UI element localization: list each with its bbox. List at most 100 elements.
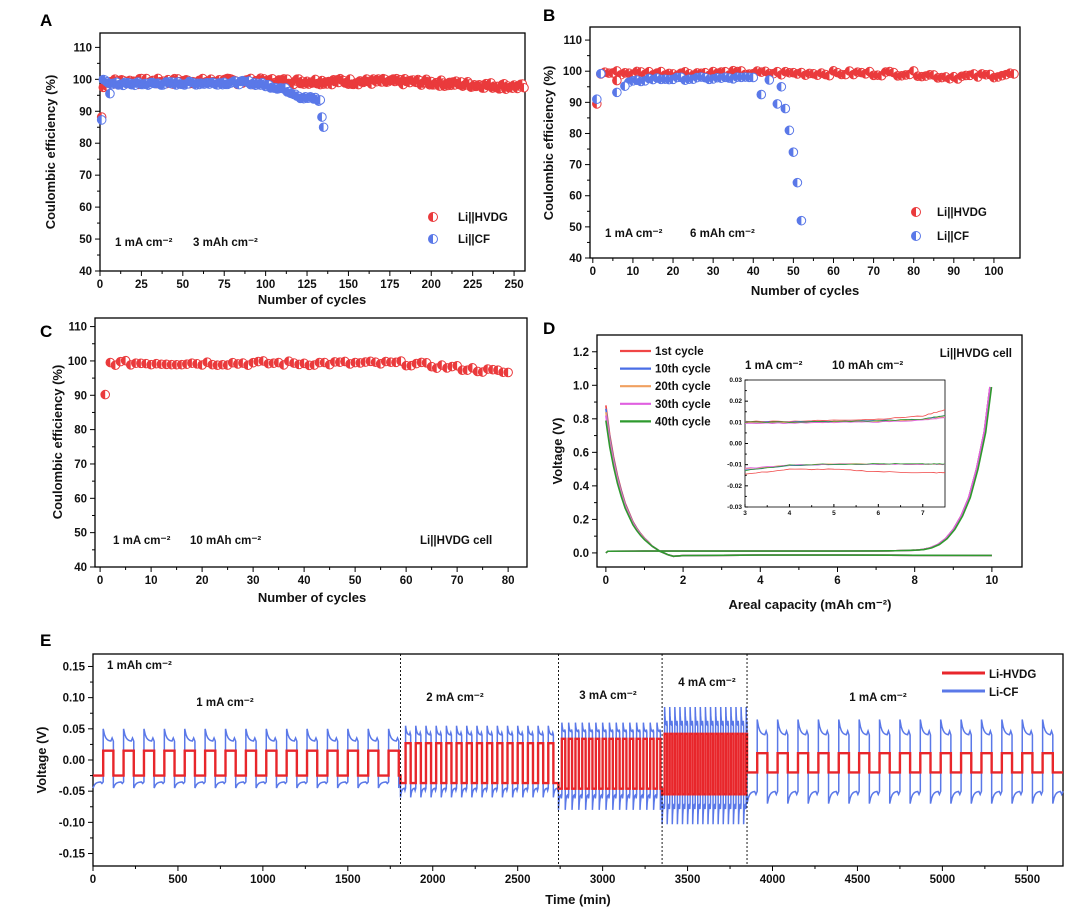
marker-fill xyxy=(789,68,794,77)
segment-label: 4 mA cm⁻² xyxy=(678,677,736,689)
marker-fill xyxy=(432,363,437,373)
x-tick-label: 20 xyxy=(196,575,209,587)
marker-fill xyxy=(632,75,637,85)
marker-fill xyxy=(668,75,674,84)
marker-fill xyxy=(1001,70,1006,79)
marker-fill xyxy=(760,66,766,76)
x-axis-title: Number of cycles xyxy=(258,590,366,605)
data-point xyxy=(428,234,438,244)
legend-label: Li||CF xyxy=(458,234,490,246)
y-tick-label: 80 xyxy=(569,128,582,140)
y-tick-label: 0.6 xyxy=(573,447,589,459)
marker-fill xyxy=(911,231,916,241)
marker-fill xyxy=(889,68,894,77)
y-tick-label: 40 xyxy=(569,253,582,265)
marker-fill xyxy=(961,71,966,80)
plot-frame xyxy=(596,334,1023,568)
annotation-capacity: 10 mAh cm⁻² xyxy=(832,360,903,372)
marker-fill xyxy=(989,73,994,82)
x-tick-label: 90 xyxy=(947,266,960,278)
data-point xyxy=(299,358,309,369)
marker-fill xyxy=(317,112,322,122)
marker-fill xyxy=(805,69,810,78)
marker-fill xyxy=(136,359,141,368)
marker-fill xyxy=(428,234,433,244)
legend-label: Li||HVDG xyxy=(458,212,508,224)
marker-fill xyxy=(748,73,754,82)
y-tick-label: -0.15 xyxy=(59,849,86,861)
marker-fill xyxy=(873,70,878,80)
marker-fill xyxy=(248,358,254,367)
marker-fill xyxy=(310,360,315,370)
marker-fill xyxy=(304,361,310,370)
marker-fill xyxy=(636,67,641,77)
y-tick-label: 0.02 xyxy=(729,398,742,405)
marker-fill xyxy=(345,359,351,369)
x-tick-label: 6 xyxy=(834,575,840,587)
marker-fill xyxy=(340,357,345,366)
marker-fill xyxy=(881,67,886,77)
marker-fill xyxy=(493,365,498,375)
legend-label: 30th cycle xyxy=(655,399,711,411)
marker-fill xyxy=(829,66,834,76)
inset-discharge-curve xyxy=(744,463,946,472)
marker-fill xyxy=(427,362,432,371)
marker-fill xyxy=(218,360,223,370)
x-tick-label: 3000 xyxy=(590,874,616,886)
x-tick-label: 30 xyxy=(247,575,260,587)
marker-fill xyxy=(350,358,356,367)
y-tick-label: 0.00 xyxy=(63,755,85,767)
marker-fill xyxy=(376,359,381,369)
marker-fill xyxy=(632,67,637,76)
marker-fill xyxy=(315,358,320,367)
x-tick-label: 6 xyxy=(877,510,881,517)
data-point xyxy=(100,389,111,400)
marker-fill xyxy=(243,360,249,370)
marker-fill xyxy=(656,75,661,84)
x-tick-label: 5 xyxy=(832,510,836,517)
panel-b: 0 10 20 30 40 50 60 70 80 90 100 40 50 60 70 80 90 100 110… xyxy=(541,26,1021,298)
marker-fill xyxy=(238,358,243,368)
marker-fill xyxy=(793,69,798,79)
legend-label: 10th cycle xyxy=(655,364,711,376)
segment-label: 3 mA cm⁻² xyxy=(579,690,637,702)
x-tick-label: 20 xyxy=(667,266,680,278)
marker-fill xyxy=(202,357,208,367)
y-tick-label: 0.15 xyxy=(63,661,86,673)
panel-e: 0 500 1000 1500 2000 2500 3000 3500 4000 4500 5000… xyxy=(34,653,1064,907)
marker-fill xyxy=(921,71,926,81)
marker-fill xyxy=(396,356,402,366)
panel-d-inset: 3 4 5 6 7 -0.03 -0.02 -0.01 0.00 0.01 0.02 0.03 xyxy=(727,377,946,517)
marker-fill xyxy=(913,71,918,81)
marker-fill xyxy=(712,73,718,83)
x-tick-label: 30 xyxy=(707,266,720,278)
y-tick-label: 50 xyxy=(79,234,92,246)
x-tick-label: 5500 xyxy=(1015,874,1041,886)
inset-charge-curve xyxy=(744,417,946,424)
x-tick-label: 500 xyxy=(168,874,187,886)
legend-label: Li||CF xyxy=(937,231,969,243)
marker-fill xyxy=(708,67,714,76)
marker-fill xyxy=(319,122,324,132)
marker-fill xyxy=(105,89,110,98)
marker-fill xyxy=(447,362,453,371)
x-axis-title: Number of cycles xyxy=(751,283,859,298)
marker-fill xyxy=(736,73,742,82)
marker-fill xyxy=(417,358,422,367)
marker-fill xyxy=(401,361,407,371)
data-point xyxy=(620,81,630,91)
y-tick-label: 0.05 xyxy=(63,724,86,736)
marker-fill xyxy=(157,359,162,369)
marker-fill xyxy=(233,359,238,369)
data-point xyxy=(788,147,799,157)
marker-fill xyxy=(781,104,786,113)
marker-fill xyxy=(708,74,714,84)
y-tick-label: 0.4 xyxy=(573,481,590,493)
marker-fill xyxy=(720,73,726,82)
marker-fill xyxy=(877,71,882,81)
marker-fill xyxy=(692,73,698,82)
marker-fill xyxy=(756,67,762,77)
x-tick-label: 1500 xyxy=(335,874,361,886)
